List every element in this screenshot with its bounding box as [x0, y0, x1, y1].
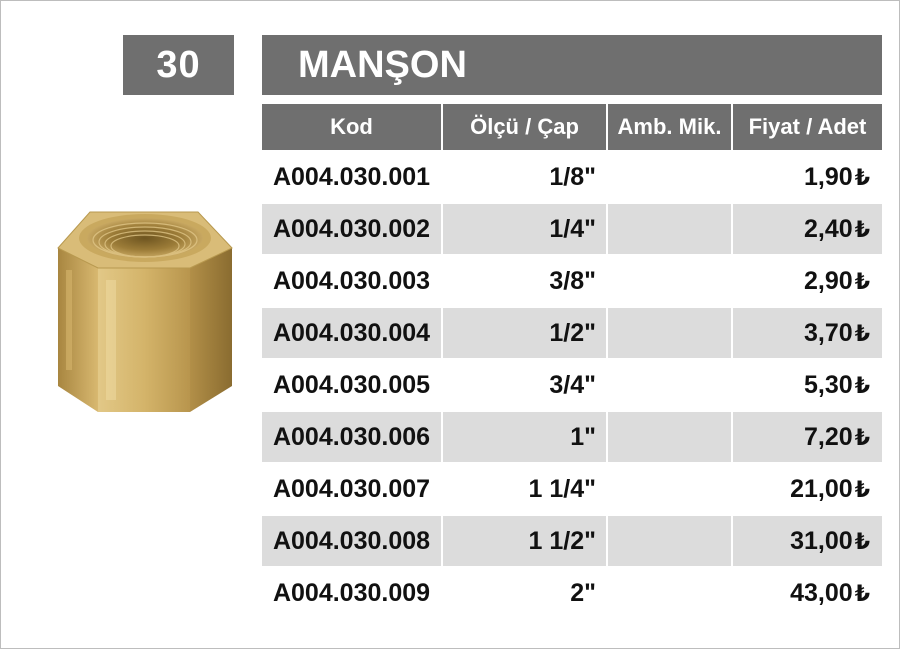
price-value: 1,90 [804, 162, 853, 191]
product-size: 1/2" [443, 306, 608, 358]
product-code: A004.030.005 [262, 358, 443, 410]
pack-quantity [608, 462, 733, 514]
unit-price: 2,40₺ [733, 202, 882, 254]
pack-quantity [608, 358, 733, 410]
product-code: A004.030.009 [262, 566, 443, 618]
page-number: 30 [123, 35, 234, 95]
product-size: 1/4" [443, 202, 608, 254]
table-row: A004.030.002 1/4" 2,40₺ [262, 202, 882, 254]
column-header-size: Ölçü / Çap [443, 104, 608, 150]
table-row: A004.030.007 1 1/4" 21,00₺ [262, 462, 882, 514]
lira-icon: ₺ [854, 580, 870, 606]
unit-price: 2,90₺ [733, 254, 882, 306]
table-row: A004.030.009 2" 43,00₺ [262, 566, 882, 618]
table-row: A004.030.005 3/4" 5,30₺ [262, 358, 882, 410]
product-code: A004.030.004 [262, 306, 443, 358]
unit-price: 3,70₺ [733, 306, 882, 358]
lira-icon: ₺ [854, 424, 870, 450]
lira-icon: ₺ [854, 164, 870, 190]
pack-quantity [608, 150, 733, 202]
product-code: A004.030.002 [262, 202, 443, 254]
lira-icon: ₺ [854, 268, 870, 294]
product-code: A004.030.008 [262, 514, 443, 566]
product-code: A004.030.001 [262, 150, 443, 202]
unit-price: 1,90₺ [733, 150, 882, 202]
product-code: A004.030.003 [262, 254, 443, 306]
lira-icon: ₺ [854, 528, 870, 554]
product-code: A004.030.006 [262, 410, 443, 462]
price-table: Kod Ölçü / Çap Amb. Mik. Fiyat / Adet A0… [262, 104, 882, 618]
column-header-unit-price: Fiyat / Adet [733, 104, 882, 150]
product-size: 2" [443, 566, 608, 618]
column-header-pack-qty: Amb. Mik. [608, 104, 733, 150]
pack-quantity [608, 410, 733, 462]
price-value: 43,00 [790, 578, 853, 607]
price-value: 21,00 [790, 474, 853, 503]
column-header-code: Kod [262, 104, 443, 150]
product-size: 1 1/4" [443, 462, 608, 514]
page-title: MANŞON [262, 35, 882, 95]
unit-price: 21,00₺ [733, 462, 882, 514]
price-value: 2,90 [804, 266, 853, 295]
pack-quantity [608, 514, 733, 566]
product-size: 3/8" [443, 254, 608, 306]
product-size: 3/4" [443, 358, 608, 410]
unit-price: 43,00₺ [733, 566, 882, 618]
unit-price: 7,20₺ [733, 410, 882, 462]
table-row: A004.030.008 1 1/2" 31,00₺ [262, 514, 882, 566]
price-value: 2,40 [804, 214, 853, 243]
product-code: A004.030.007 [262, 462, 443, 514]
product-size: 1/8" [443, 150, 608, 202]
price-value: 7,20 [804, 422, 853, 451]
table-row: A004.030.003 3/8" 2,90₺ [262, 254, 882, 306]
product-size: 1" [443, 410, 608, 462]
table-header-row: Kod Ölçü / Çap Amb. Mik. Fiyat / Adet [262, 104, 882, 150]
price-value: 5,30 [804, 370, 853, 399]
table-row: A004.030.006 1" 7,20₺ [262, 410, 882, 462]
lira-icon: ₺ [854, 372, 870, 398]
pack-quantity [608, 306, 733, 358]
lira-icon: ₺ [854, 476, 870, 502]
brass-hex-socket-icon [57, 211, 233, 412]
pack-quantity [608, 566, 733, 618]
pack-quantity [608, 254, 733, 306]
lira-icon: ₺ [854, 320, 870, 346]
table-row: A004.030.001 1/8" 1,90₺ [262, 150, 882, 202]
lira-icon: ₺ [854, 216, 870, 242]
price-value: 31,00 [790, 526, 853, 555]
unit-price: 5,30₺ [733, 358, 882, 410]
table-row: A004.030.004 1/2" 3,70₺ [262, 306, 882, 358]
pack-quantity [608, 202, 733, 254]
unit-price: 31,00₺ [733, 514, 882, 566]
price-value: 3,70 [804, 318, 853, 347]
product-size: 1 1/2" [443, 514, 608, 566]
